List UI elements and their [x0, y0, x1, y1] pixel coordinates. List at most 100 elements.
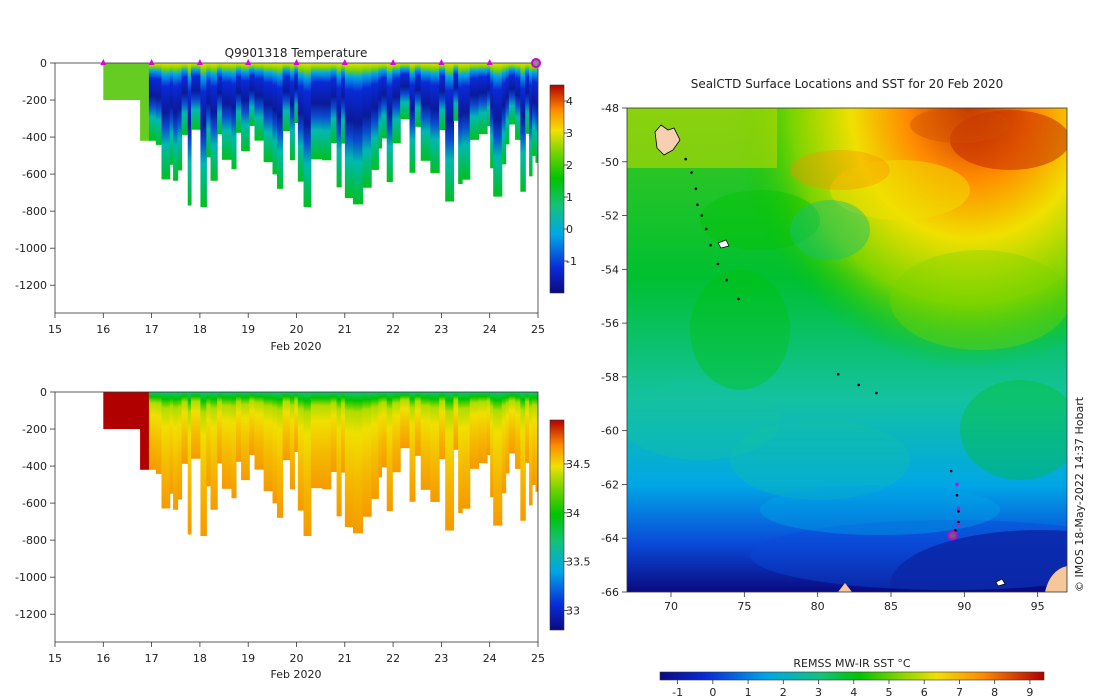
sst-field — [627, 108, 1067, 592]
x-tick-label: 19 — [241, 652, 255, 665]
sst-blotch — [627, 380, 780, 460]
profile-column — [462, 63, 471, 180]
map-title: SealCTD Surface Locations and SST for 20… — [691, 77, 1004, 91]
profile-column — [187, 63, 192, 206]
temperature-colorbar-ticks: -1 0 1 2 3 4 — [564, 95, 577, 268]
heard-island — [717, 239, 730, 249]
profile-column — [445, 392, 455, 531]
profile-column — [453, 63, 459, 121]
profile-column — [169, 63, 174, 165]
y-tick-label: 0 — [40, 386, 47, 399]
x-tick-label: 22 — [386, 652, 400, 665]
sst-blotch — [790, 200, 870, 260]
track-point — [694, 187, 698, 190]
profile-column — [505, 63, 510, 145]
profile-column — [276, 392, 284, 518]
profile-column — [341, 63, 346, 144]
profile-column — [119, 392, 126, 430]
profile-marker — [100, 59, 107, 65]
profile-column — [289, 63, 295, 161]
lat-tick-label: -54 — [601, 263, 619, 276]
profile-column — [462, 392, 471, 509]
profile-column — [430, 63, 440, 173]
profile-column — [386, 63, 393, 183]
y-tick-label: -1000 — [15, 571, 47, 584]
profile-column — [529, 63, 533, 177]
profile-column — [344, 392, 354, 528]
temperature-colorbar — [549, 84, 565, 294]
track-point — [709, 243, 712, 247]
profile-column — [289, 392, 295, 490]
profile-column — [206, 63, 212, 158]
y-tick-label: -1200 — [15, 279, 47, 292]
profile-column — [515, 63, 521, 140]
profile-column — [177, 63, 183, 171]
profile-column — [501, 392, 507, 494]
y-tick-label: -200 — [22, 423, 47, 436]
track-point — [684, 157, 687, 161]
sst-colorbar-tick-label: 7 — [956, 686, 963, 699]
profile-column — [303, 392, 312, 536]
profile-column — [501, 63, 507, 165]
sst-western-warm-band — [627, 108, 777, 168]
profile-marker — [390, 59, 397, 65]
sst-blotch — [950, 110, 1067, 170]
x-tick-label: 24 — [483, 323, 497, 336]
map-lon-ticks: 70 75 80 85 90 95 — [664, 592, 1045, 613]
lat-tick-label: -58 — [601, 371, 619, 384]
map-lat-ticks: -48 -50 -52 -54 -56 -58 -60 -62 -64 -66 — [601, 102, 627, 599]
profile-column — [136, 63, 141, 101]
profile-column — [322, 392, 332, 490]
salinity-colorbar — [549, 419, 565, 631]
profile-column — [336, 392, 342, 517]
y-tick-label: 0 — [40, 57, 47, 70]
x-tick-label: 17 — [145, 323, 159, 336]
lat-tick-label: -56 — [601, 317, 619, 330]
profile-column — [206, 392, 212, 487]
temperature-sections — [103, 63, 538, 208]
temperature-x-ticks: 15 16 17 18 19 20 21 22 23 24 25 — [48, 313, 545, 336]
profile-column — [294, 63, 299, 123]
profile-column — [173, 392, 179, 510]
profile-column — [297, 63, 305, 182]
profile-column — [535, 63, 538, 163]
sst-blotch — [910, 108, 1010, 143]
profile-column — [200, 392, 207, 537]
profile-marker — [438, 59, 445, 65]
colorbar-tick-label: 3 — [566, 127, 573, 140]
profile-column — [173, 63, 179, 181]
sst-texture — [627, 108, 1067, 535]
profile-column — [344, 63, 354, 199]
profile-column — [109, 392, 117, 430]
profile-column — [217, 392, 223, 464]
profile-markers — [100, 59, 493, 65]
x-tick-label: 23 — [434, 652, 448, 665]
profile-column — [420, 392, 431, 490]
profile-column — [341, 392, 346, 473]
lon-tick-label: 80 — [811, 600, 825, 613]
track-point — [704, 227, 708, 231]
recent-track-point — [956, 522, 961, 527]
profile-column — [414, 63, 422, 127]
profile-column — [478, 63, 488, 135]
antarctic-cold-water — [890, 530, 1067, 592]
x-tick-label: 21 — [338, 652, 352, 665]
sst-colorbar-label: REMSS MW-IR SST °C — [793, 657, 911, 670]
sst-colorbar-tick-label: 1 — [745, 686, 752, 699]
seal-track — [684, 157, 961, 532]
lon-tick-label: 85 — [884, 600, 898, 613]
profile-marker — [196, 59, 203, 65]
colorbar-tick-label: 33.5 — [566, 556, 591, 569]
profile-column — [161, 63, 171, 180]
colorbar-tick-label: 34.5 — [566, 458, 591, 471]
profile-marker — [148, 59, 155, 65]
profile-column — [249, 63, 256, 126]
profile-column — [103, 63, 111, 101]
profile-column — [458, 63, 463, 185]
x-tick-label: 19 — [241, 323, 255, 336]
profile-column — [525, 63, 530, 134]
x-tick-label: 18 — [193, 652, 207, 665]
track-point — [949, 469, 953, 473]
y-tick-label: -400 — [22, 460, 47, 473]
colorbar-tick-label: 0 — [566, 223, 573, 236]
